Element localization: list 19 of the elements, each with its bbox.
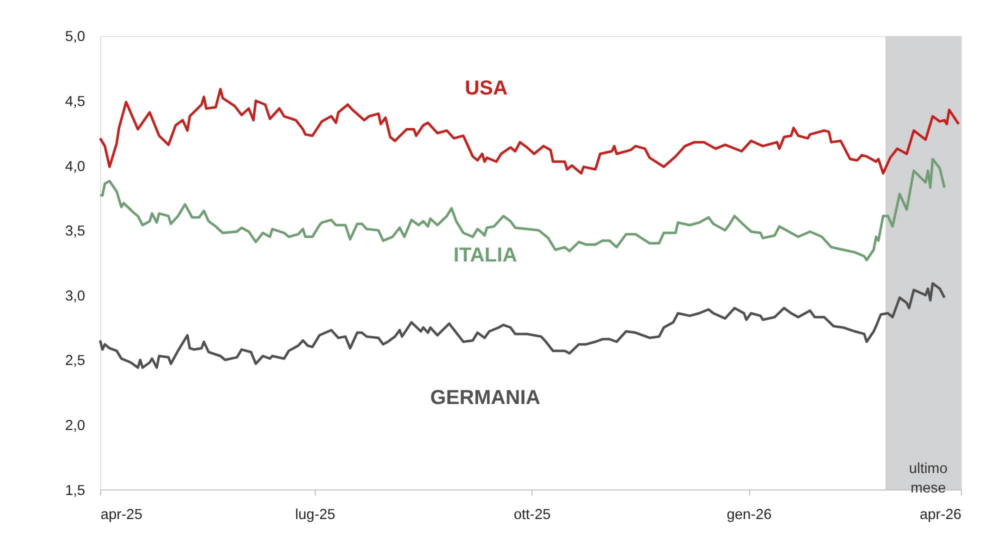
x-tick-label: ott-25: [514, 506, 551, 523]
x-tick-label: gen-26: [726, 506, 772, 523]
y-tick-label: 4,5: [65, 94, 86, 110]
x-tick-label: lug-25: [295, 506, 336, 523]
x-tick-label: apr-25: [100, 506, 142, 523]
y-tick-label: 5,0: [65, 29, 86, 46]
y-tick-label: 2,5: [65, 353, 86, 370]
y-tick-label: 1,5: [65, 482, 86, 499]
x-tick-label: apr-26: [920, 506, 962, 523]
y-tick-label: 4,0: [65, 158, 86, 175]
series-label: USA: [464, 78, 508, 100]
line-series: [98, 282, 946, 369]
y-tick-label: 3,0: [65, 288, 86, 304]
y-tick-label: 3,5: [65, 224, 86, 240]
y-tick-label: 2,0: [65, 418, 86, 434]
line-series: [98, 158, 946, 262]
band-label: ultimo mese: [908, 461, 948, 496]
series-label: ITALIA: [453, 244, 518, 266]
series-label: GERMANIA: [430, 386, 541, 409]
